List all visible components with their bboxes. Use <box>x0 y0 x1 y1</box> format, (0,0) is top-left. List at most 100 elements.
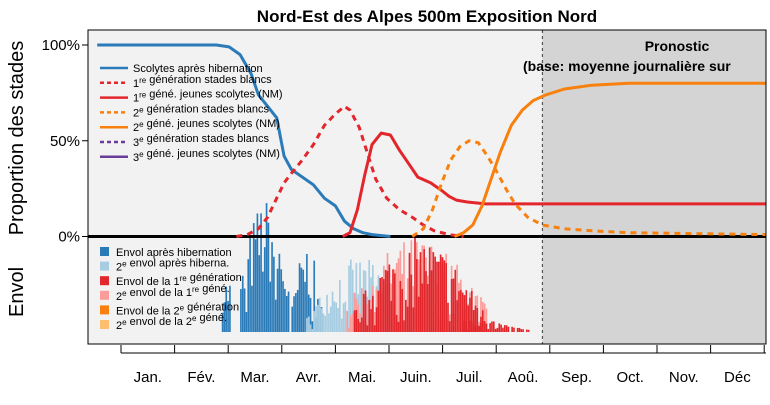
flight-bar-second-after-hibernation <box>324 315 327 332</box>
flight-bar-second-first-generation <box>397 258 400 332</box>
line-legend-label: 1re géné. jeunes scolytes (NM) <box>133 89 283 105</box>
flight-bar-first-generation <box>525 329 528 332</box>
flight-bar-first-generation <box>496 327 499 332</box>
flight-bar-first-generation <box>392 269 394 332</box>
flight-bar-after-hibernation <box>225 286 228 332</box>
flight-bar-first-generation <box>439 254 442 332</box>
flight-bar-first-generation <box>357 318 360 332</box>
flight-bar-after-hibernation <box>252 223 255 332</box>
flight-bar-second-first-generation <box>456 264 458 332</box>
flight-bar-first-generation <box>417 296 420 332</box>
flight-bar-second-after-hibernation <box>348 265 350 332</box>
flight-bar-first-generation <box>395 314 398 332</box>
flight-bar-second-after-hibernation <box>326 294 328 332</box>
flight-bar-second-after-hibernation <box>335 302 338 332</box>
flight-bar-first-generation <box>491 321 493 332</box>
flight-bar-after-hibernation <box>306 254 308 332</box>
flight-bar-after-hibernation <box>274 299 277 332</box>
flight-bar-second-after-hibernation <box>322 313 325 332</box>
flight-bar-first-generation <box>467 305 469 332</box>
flight-bar-second-first-generation <box>373 311 376 332</box>
flight-bar-after-hibernation <box>251 285 253 332</box>
flight-bar-second-first-generation <box>483 303 486 332</box>
flight-bar-after-hibernation <box>254 239 257 332</box>
forecast-label: Pronostic <box>645 38 710 54</box>
flight-bar-after-hibernation <box>285 295 288 332</box>
flight-bar-after-hibernation <box>249 237 251 332</box>
plot-frame <box>87 29 767 345</box>
flight-bar-first-generation <box>461 292 464 332</box>
flight-bar-after-hibernation <box>269 281 272 332</box>
flight-bar-after-hibernation <box>271 242 273 332</box>
flight-bar-after-hibernation <box>300 267 303 332</box>
flight-bar-first-generation <box>406 306 409 332</box>
bar-legend-swatch <box>100 261 109 271</box>
flight-bar-second-after-hibernation <box>350 259 352 332</box>
line-legend-label: 1re génération stades blancs <box>133 74 272 90</box>
flight-bar-first-generation <box>469 321 471 332</box>
flight-bar-first-generation <box>456 300 458 332</box>
flight-bar-after-hibernation <box>256 213 259 332</box>
flight-bar-after-hibernation <box>304 281 306 332</box>
month-label-3: Mar. <box>240 369 269 386</box>
flight-bar-second-after-hibernation <box>340 318 343 332</box>
flight-bar-after-hibernation <box>221 312 224 332</box>
flight-bar-second-first-generation <box>361 288 363 332</box>
bar-legend-label: 2e envol de la 1re géné. <box>116 283 230 303</box>
flight-bar-second-first-generation <box>351 313 354 332</box>
flight-bar-first-generation <box>478 325 480 332</box>
flight-bar-first-generation <box>447 302 449 332</box>
flight-bar-second-after-hibernation <box>318 297 321 332</box>
flight-bar-first-generation <box>463 321 466 332</box>
flight-bar-after-hibernation <box>280 269 283 332</box>
flight-bar-first-generation <box>437 261 440 332</box>
flight-bar-first-generation <box>384 269 387 332</box>
flight-bar-first-generation <box>470 325 473 332</box>
flight-bar-first-generation <box>410 274 413 332</box>
flight-bar-first-generation <box>412 307 414 332</box>
bar-legend-label: Envol de la 2e génération <box>116 301 239 317</box>
y-tick-label: 100% <box>42 37 80 54</box>
flight-bar-after-hibernation <box>307 294 310 332</box>
flight-bar-first-generation <box>527 329 530 332</box>
month-label-9: Sep. <box>561 369 592 386</box>
flight-bar-first-generation <box>379 277 382 332</box>
flight-bar-first-generation <box>459 289 462 332</box>
flight-bar-second-after-hibernation <box>368 259 371 332</box>
flight-bar-after-hibernation <box>247 259 250 332</box>
line-legend-label: 3e génération stades blancs <box>133 133 269 149</box>
flight-bar-first-generation <box>432 252 435 332</box>
flight-bar-first-generation <box>434 256 436 332</box>
y-axis-label-bottom: Envol <box>6 267 28 317</box>
flight-bar-first-generation <box>408 252 411 332</box>
bar-legend-label: Envol après hibernation <box>116 247 232 259</box>
line-legend-label: 3e géné. jeunes scolytes (NM) <box>133 148 280 164</box>
flight-bar-after-hibernation <box>258 255 261 332</box>
flight-bar-second-after-hibernation <box>337 307 339 332</box>
month-label-5: Mai. <box>348 369 376 386</box>
flight-bar-first-generation <box>465 290 468 332</box>
flight-bar-first-generation <box>452 278 455 332</box>
flight-bar-first-generation <box>505 325 508 332</box>
flight-bar-after-hibernation <box>260 213 262 332</box>
flight-bar-first-generation <box>485 323 488 332</box>
flight-bar-second-after-hibernation <box>313 311 316 332</box>
flight-bar-first-generation <box>370 309 372 332</box>
flight-bar-first-generation <box>463 295 466 332</box>
flight-bar-second-after-hibernation <box>329 306 332 332</box>
flight-bar-after-hibernation <box>287 291 290 332</box>
flight-bar-second-first-generation <box>406 278 409 332</box>
flight-bar-first-generation <box>414 237 416 332</box>
line-legend-label: Scolytes après hibernation <box>133 63 263 75</box>
flight-bar-first-generation <box>489 323 491 332</box>
forecast-background <box>542 30 766 344</box>
flight-bar-second-first-generation <box>403 242 405 332</box>
flight-bar-first-generation <box>507 326 510 332</box>
flight-bar-first-generation <box>377 290 380 332</box>
flight-bar-second-after-hibernation <box>320 308 323 332</box>
flight-bar-first-generation <box>394 273 396 332</box>
flight-bar-second-after-hibernation <box>307 316 310 332</box>
flight-bar-after-hibernation <box>245 312 248 332</box>
plot-area: Pronostic (base: moyenne journalière sur 1… <box>42 29 767 386</box>
